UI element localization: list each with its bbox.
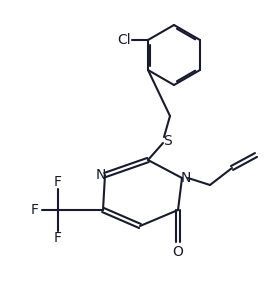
- Text: F: F: [31, 203, 39, 217]
- Text: S: S: [163, 134, 171, 148]
- Text: N: N: [96, 168, 106, 182]
- Text: N: N: [181, 171, 191, 185]
- Text: F: F: [54, 231, 62, 245]
- Text: O: O: [173, 245, 183, 259]
- Text: F: F: [54, 175, 62, 189]
- Text: Cl: Cl: [117, 33, 131, 47]
